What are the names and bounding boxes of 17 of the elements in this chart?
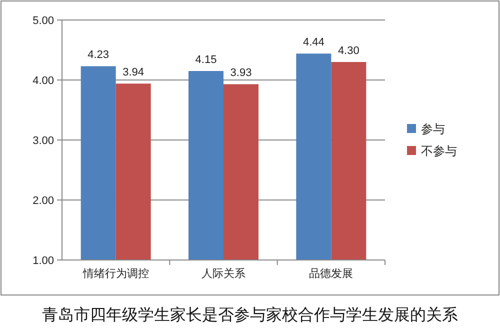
- y-tick-label: 3.00: [32, 134, 54, 147]
- text: 青岛市四年级学生家长是否参与家校合作与学生发展的关系: [42, 306, 458, 324]
- x-tick-label: 情绪行为调控: [82, 267, 149, 280]
- y-tick-label: 5.00: [32, 14, 54, 27]
- data-label: 4.23: [88, 49, 110, 62]
- data-label: 3.93: [230, 67, 252, 80]
- data-label: 3.94: [122, 66, 144, 79]
- y-tick-label: 1.00: [32, 254, 54, 267]
- x-tick-label: 人际关系: [202, 267, 246, 280]
- data-label: 4.30: [338, 45, 360, 57]
- y-tick-label: 2.00: [32, 194, 54, 207]
- legend-label: 不参与: [421, 144, 457, 158]
- data-label: 4.44: [302, 36, 324, 49]
- data-label: 4.15: [195, 54, 217, 66]
- x-tick-label: 品德发展: [309, 268, 354, 280]
- legend-label: 参与: [421, 122, 445, 136]
- y-tick-label: 4.00: [32, 74, 54, 87]
